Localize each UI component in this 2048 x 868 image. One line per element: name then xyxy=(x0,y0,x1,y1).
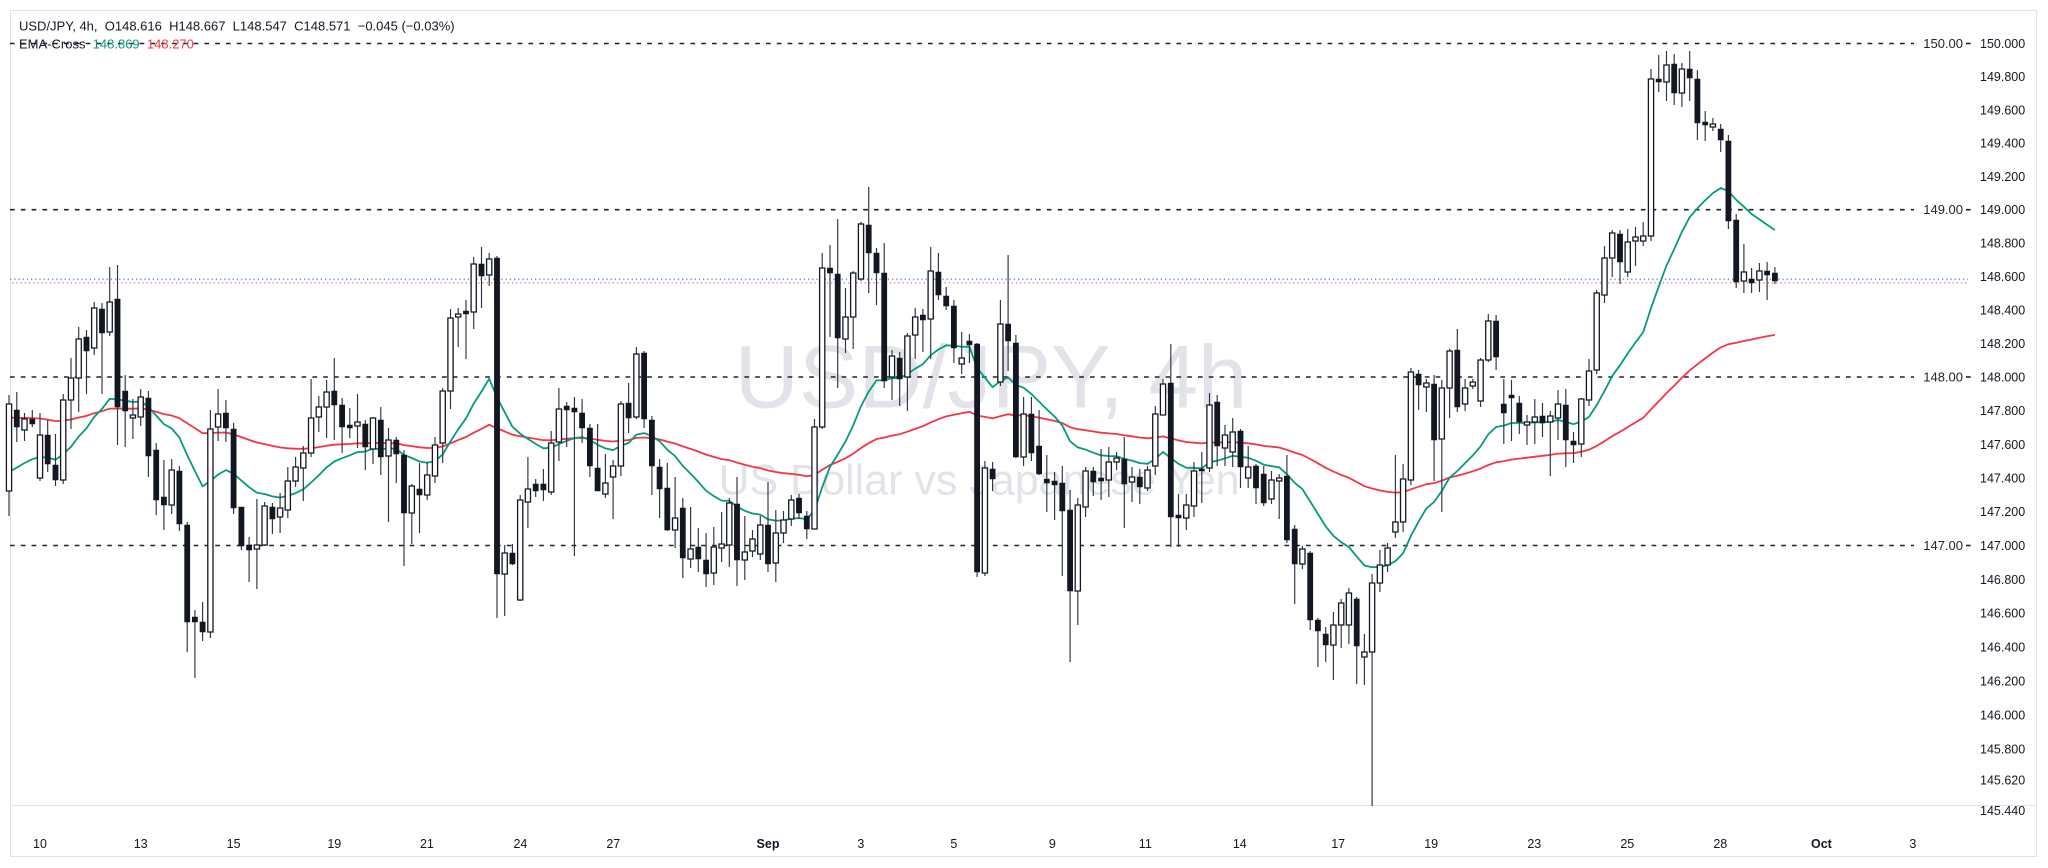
svg-text:EMA-Cross 148.869 148.270: EMA-Cross 148.869 148.270 xyxy=(19,37,194,52)
svg-text:14: 14 xyxy=(1233,837,1247,851)
svg-text:148.200: 148.200 xyxy=(1980,337,2025,351)
svg-text:146.600: 146.600 xyxy=(1980,607,2025,621)
svg-text:148.800: 148.800 xyxy=(1980,237,2025,251)
svg-text:10: 10 xyxy=(33,837,47,851)
svg-text:149.600: 149.600 xyxy=(1980,103,2025,117)
svg-text:147.800: 147.800 xyxy=(1980,404,2025,418)
svg-text:149.200: 149.200 xyxy=(1980,170,2025,184)
svg-text:149.400: 149.400 xyxy=(1980,137,2025,151)
svg-text:147.400: 147.400 xyxy=(1980,471,2025,485)
svg-text:146.200: 146.200 xyxy=(1980,675,2025,689)
svg-text:5: 5 xyxy=(950,837,957,851)
svg-text:148.600: 148.600 xyxy=(1980,270,2025,284)
svg-text:3: 3 xyxy=(857,837,864,851)
svg-text:13: 13 xyxy=(134,837,148,851)
svg-text:150.00: 150.00 xyxy=(1923,36,1963,51)
svg-text:145.800: 145.800 xyxy=(1980,743,2025,757)
svg-text:Oct: Oct xyxy=(1811,837,1833,851)
svg-text:9: 9 xyxy=(1049,837,1056,851)
svg-text:19: 19 xyxy=(327,837,341,851)
svg-text:146.000: 146.000 xyxy=(1980,709,2025,723)
svg-text:145.440: 145.440 xyxy=(1980,804,2025,818)
svg-text:Sep: Sep xyxy=(757,837,780,851)
svg-text:27: 27 xyxy=(606,837,620,851)
svg-text:147.000: 147.000 xyxy=(1980,539,2025,553)
svg-text:25: 25 xyxy=(1620,837,1634,851)
svg-text:23: 23 xyxy=(1527,837,1541,851)
svg-text:28: 28 xyxy=(1713,837,1727,851)
svg-text:147.00: 147.00 xyxy=(1923,538,1963,553)
svg-text:148.000: 148.000 xyxy=(1980,371,2025,385)
svg-text:USD/JPY, 4h, O148.616 H148.6: USD/JPY, 4h, O148.616 H148.667 L148.547 … xyxy=(19,19,455,34)
svg-text:149.00: 149.00 xyxy=(1923,202,1963,217)
svg-text:19: 19 xyxy=(1424,837,1438,851)
svg-text:145.620: 145.620 xyxy=(1980,773,2025,787)
svg-text:147.600: 147.600 xyxy=(1980,438,2025,452)
svg-text:21: 21 xyxy=(420,837,434,851)
svg-text:3: 3 xyxy=(1909,837,1916,851)
svg-text:148.00: 148.00 xyxy=(1923,370,1963,385)
svg-text:146.800: 146.800 xyxy=(1980,573,2025,587)
svg-text:15: 15 xyxy=(227,837,241,851)
svg-text:147.200: 147.200 xyxy=(1980,505,2025,519)
svg-text:149.800: 149.800 xyxy=(1980,70,2025,84)
svg-text:150.000: 150.000 xyxy=(1980,37,2025,51)
svg-text:148.400: 148.400 xyxy=(1980,303,2025,317)
svg-text:146.400: 146.400 xyxy=(1980,641,2025,655)
svg-text:149.000: 149.000 xyxy=(1980,203,2025,217)
svg-text:24: 24 xyxy=(513,837,527,851)
svg-text:17: 17 xyxy=(1331,837,1345,851)
svg-text:11: 11 xyxy=(1139,837,1152,851)
